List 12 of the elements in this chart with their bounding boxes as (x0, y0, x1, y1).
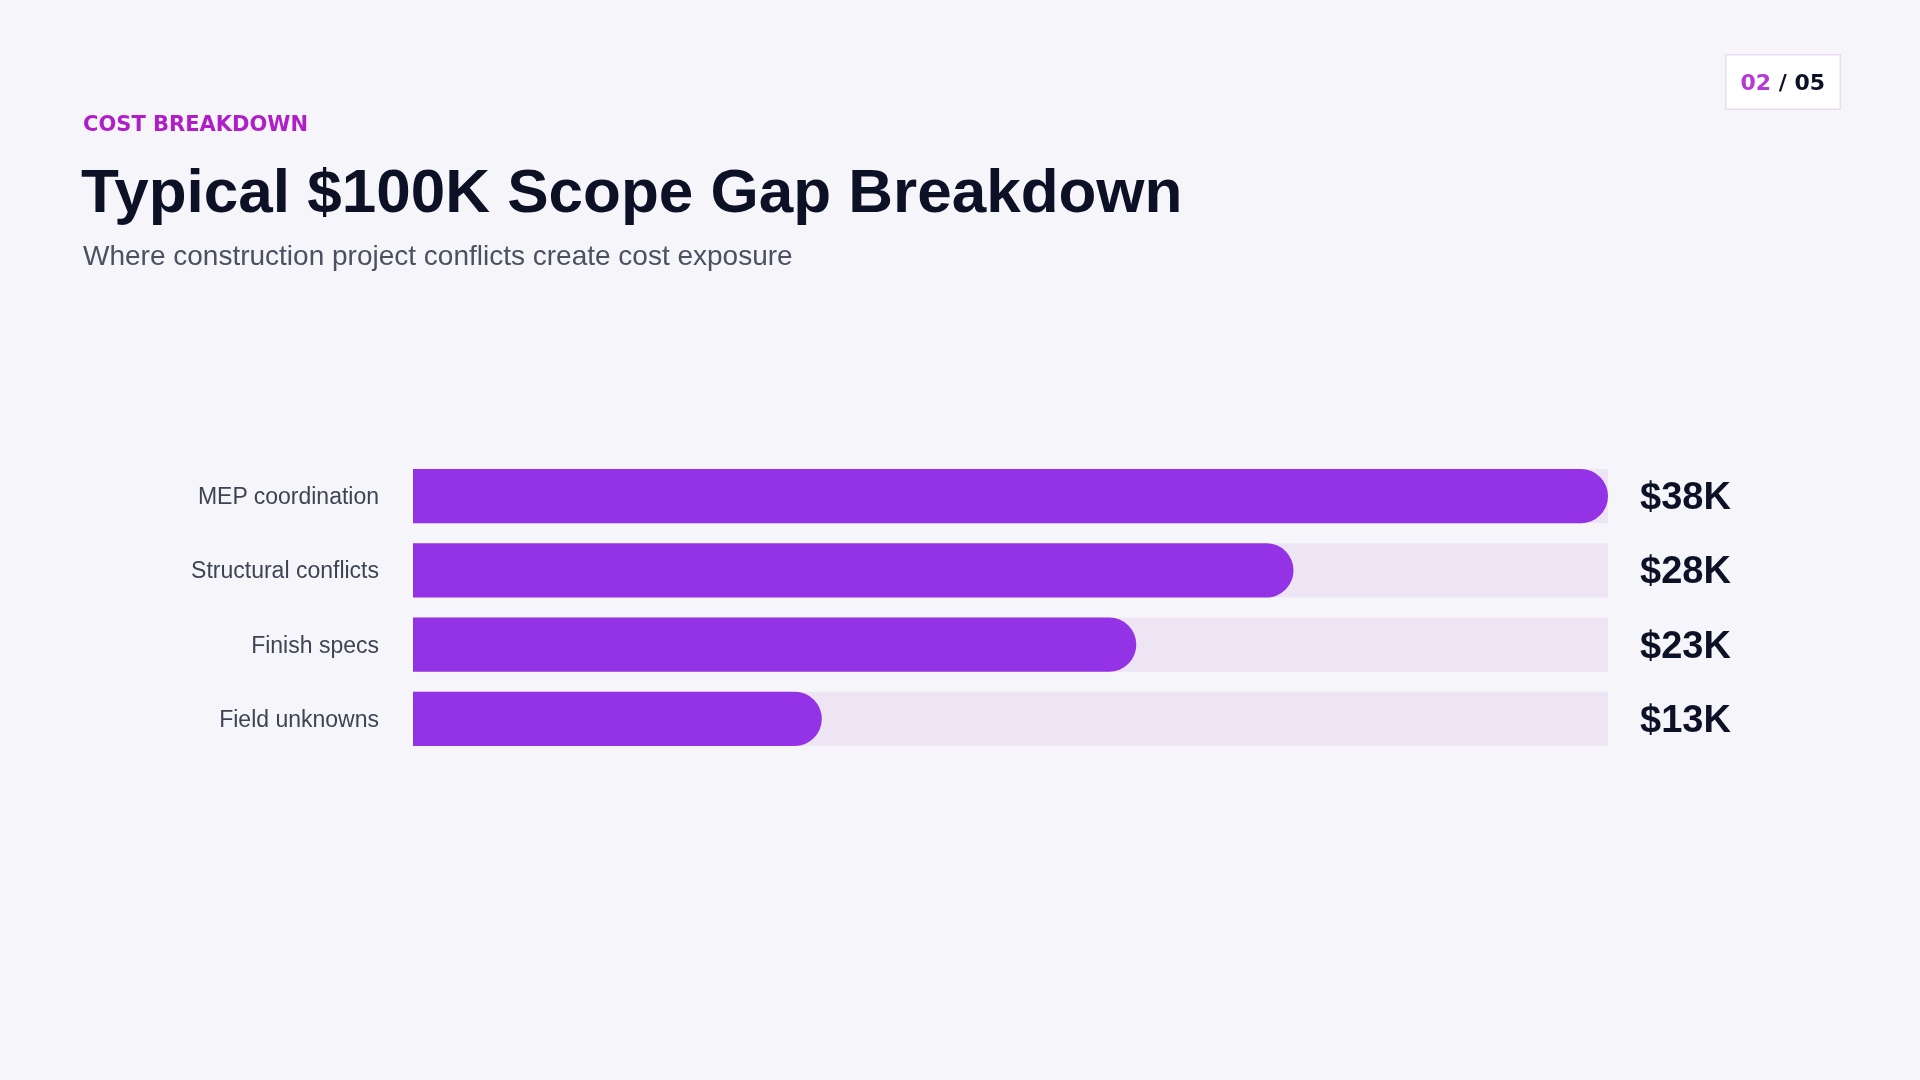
text: COST BREAKDOWN (83, 112, 309, 136)
y-tick-label: Field unknowns (219, 705, 379, 732)
data-label: $38K (1640, 475, 1732, 517)
data-label: $28K (1640, 549, 1732, 591)
data-label: $13K (1640, 698, 1732, 740)
chart-title: Typical $100K Scope Gap Breakdown (81, 155, 1183, 225)
data-label: $23K (1640, 624, 1732, 666)
chart-subtitle: Where construction project conflicts create cost exposure (83, 240, 793, 271)
text: 02 / 05 (1740, 69, 1826, 95)
y-tick-label: Structural conflicts (191, 557, 379, 584)
y-tick-label: Finish specs (251, 631, 379, 658)
y-tick-label: MEP coordination (197, 483, 379, 510)
